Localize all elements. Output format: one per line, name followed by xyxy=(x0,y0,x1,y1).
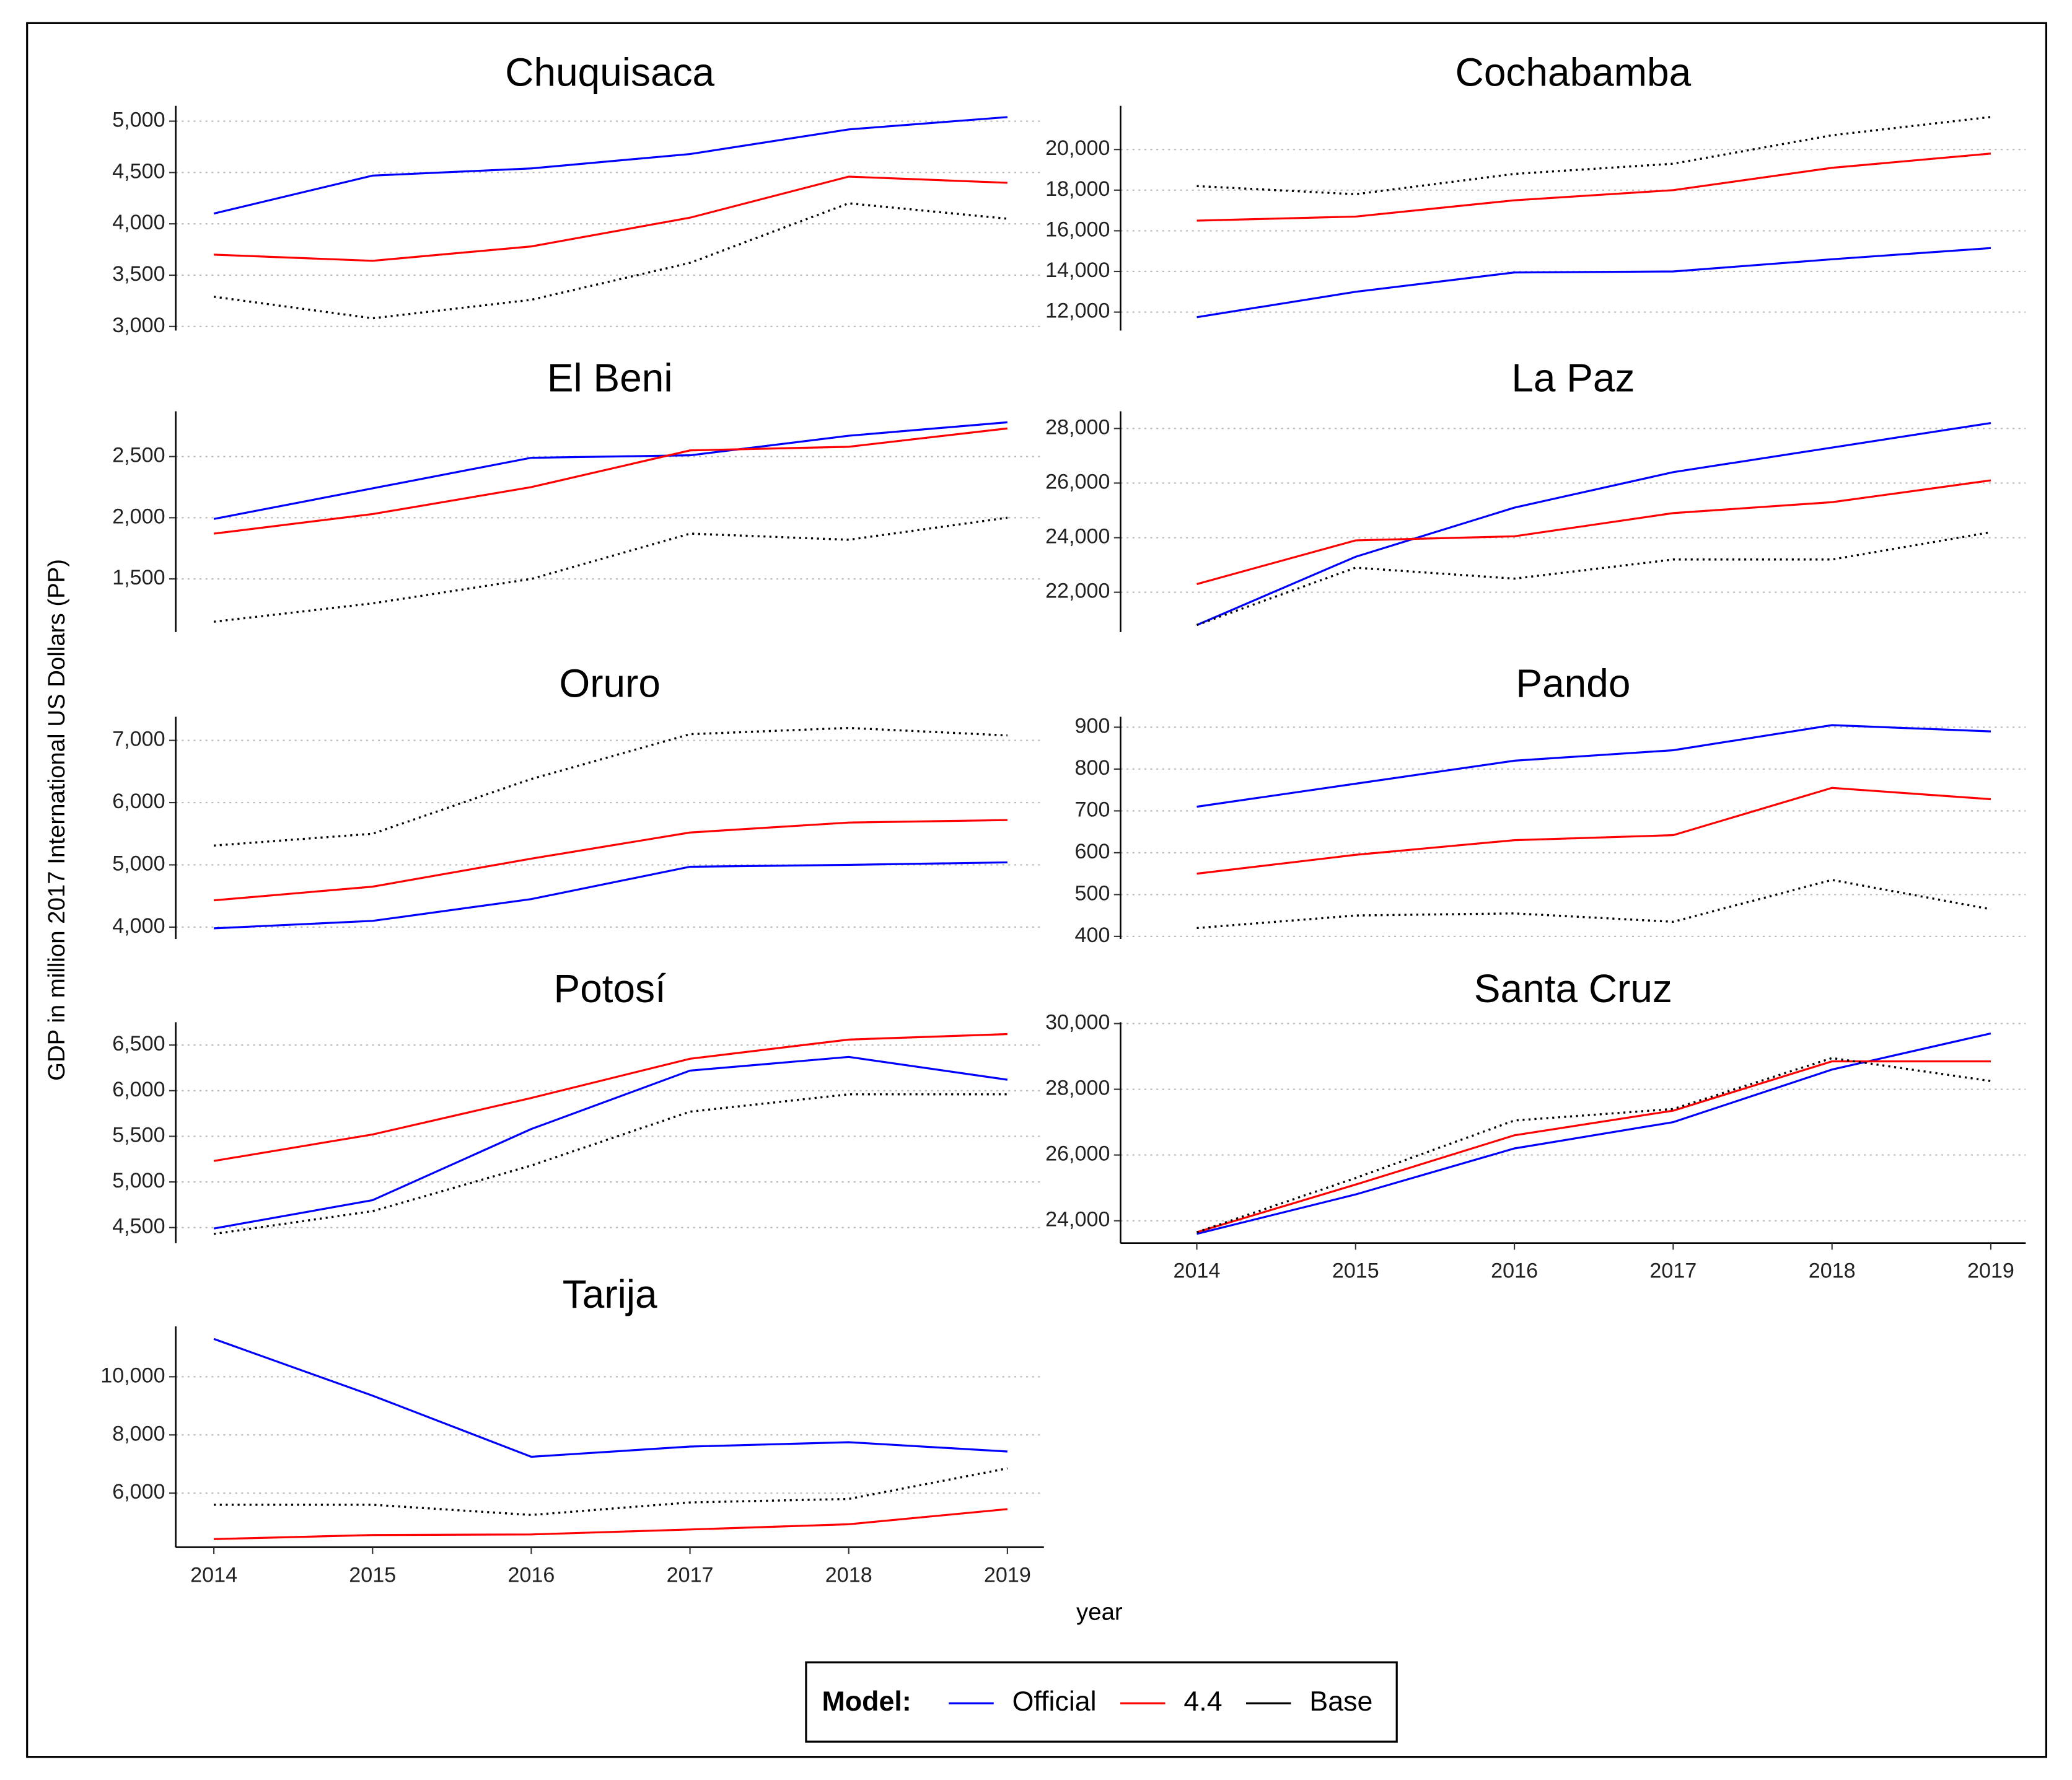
legend-label: 4.4 xyxy=(1183,1686,1222,1717)
y-tick-label: 3,500 xyxy=(112,262,165,286)
y-tick-label: 5,000 xyxy=(112,1169,165,1192)
panel-title: Pando xyxy=(1516,661,1630,705)
series-line xyxy=(214,861,1007,930)
series-line xyxy=(1196,879,1991,930)
series-line xyxy=(213,116,1008,215)
legend-title: Model: xyxy=(822,1686,911,1717)
y-tick-label: 22,000 xyxy=(1045,579,1110,603)
y-tick-label: 6,000 xyxy=(112,790,165,813)
series-line xyxy=(213,819,1007,902)
series-line xyxy=(213,427,1008,535)
series-line xyxy=(213,726,1007,847)
legend-label: Official xyxy=(1012,1686,1097,1717)
series-line xyxy=(1196,1032,1991,1235)
y-tick-label: 4,000 xyxy=(112,914,165,938)
series-line xyxy=(1196,724,1991,808)
series-line xyxy=(213,1055,1008,1230)
y-tick-label: 5,000 xyxy=(112,108,165,132)
panel-title: Oruro xyxy=(559,661,661,705)
x-tick-label: 2019 xyxy=(984,1563,1031,1587)
series-line xyxy=(1196,786,1991,875)
y-tick-label: 28,000 xyxy=(1045,415,1110,439)
series-line xyxy=(1196,531,1991,627)
y-tick-label: 8,000 xyxy=(112,1422,165,1445)
x-tick-label: 2015 xyxy=(1332,1259,1379,1283)
x-tick-label: 2016 xyxy=(507,1563,555,1587)
series-line xyxy=(1196,1057,1991,1233)
y-tick-label: 800 xyxy=(1075,756,1110,780)
series-line xyxy=(214,1508,1008,1540)
y-tick-label: 10,000 xyxy=(100,1364,165,1387)
x-tick-label: 2015 xyxy=(349,1563,396,1587)
y-tick-label: 14,000 xyxy=(1045,258,1110,282)
y-tick-label: 6,500 xyxy=(112,1032,165,1055)
panel-title: Potosí xyxy=(554,966,667,1011)
series-line xyxy=(1196,421,1991,626)
y-tick-label: 28,000 xyxy=(1045,1077,1110,1100)
y-tick-label: 6,000 xyxy=(112,1078,165,1101)
y-tick-label: 24,000 xyxy=(1045,525,1110,549)
y-tick-label: 4,500 xyxy=(112,1215,165,1238)
border xyxy=(26,22,2048,1758)
x-tick-label: 2018 xyxy=(1809,1259,1856,1283)
y-tick-label: 600 xyxy=(1075,840,1110,863)
series-line xyxy=(213,1093,1007,1235)
series-line xyxy=(213,421,1008,520)
series-line xyxy=(1196,247,1991,319)
y-tick-label: 700 xyxy=(1075,798,1110,821)
y-tick-label: 500 xyxy=(1075,881,1110,905)
y-tick-label: 20,000 xyxy=(1045,136,1110,160)
y-tick-label: 6,000 xyxy=(112,1480,165,1504)
x-tick-label: 2019 xyxy=(1967,1259,2014,1283)
panel-title: La Paz xyxy=(1511,355,1635,400)
y-tick-label: 900 xyxy=(1075,714,1110,738)
y-tick-label: 4,000 xyxy=(112,211,165,234)
x-tick-label: 2016 xyxy=(1491,1259,1538,1283)
y-tick-label: 2,500 xyxy=(112,444,165,467)
y-tick-label: 5,500 xyxy=(112,1123,165,1147)
panel-title: Santa Cruz xyxy=(1474,966,1672,1011)
x-axis-label: year xyxy=(1076,1598,1123,1625)
y-tick-label: 26,000 xyxy=(1045,470,1110,493)
legend-label: Base xyxy=(1309,1686,1372,1717)
series-line xyxy=(1196,479,1991,585)
y-tick-label: 16,000 xyxy=(1045,218,1110,241)
panel-title: Cochabamba xyxy=(1455,50,1692,95)
y-tick-label: 5,000 xyxy=(112,852,165,875)
x-tick-label: 2018 xyxy=(825,1563,872,1587)
y-tick-label: 4,500 xyxy=(112,159,165,183)
legend-box xyxy=(805,1661,1398,1743)
series-line xyxy=(214,175,1007,262)
x-tick-label: 2017 xyxy=(1649,1259,1697,1283)
panel-title: El Beni xyxy=(547,355,673,400)
panel-title: Chuquisaca xyxy=(505,50,714,95)
y-tick-label: 1,500 xyxy=(112,566,165,589)
series-line xyxy=(1196,1060,1991,1233)
x-tick-label: 2017 xyxy=(667,1563,714,1587)
y-tick-label: 3,000 xyxy=(112,314,165,337)
y-tick-label: 400 xyxy=(1075,923,1110,947)
y-tick-label: 7,000 xyxy=(112,728,165,751)
y-axis-label: GDP in million 2017 International US Dol… xyxy=(43,559,70,1081)
series-line xyxy=(213,1337,1007,1458)
x-tick-label: 2014 xyxy=(1174,1259,1221,1283)
y-tick-label: 2,000 xyxy=(112,504,165,528)
series-line xyxy=(213,202,1008,320)
series-line xyxy=(1196,152,1991,222)
x-tick-label: 2014 xyxy=(190,1563,237,1587)
y-tick-label: 30,000 xyxy=(1045,1011,1110,1034)
y-tick-label: 18,000 xyxy=(1045,177,1110,201)
y-tick-label: 12,000 xyxy=(1045,299,1110,323)
series-line xyxy=(213,1033,1007,1162)
y-tick-label: 24,000 xyxy=(1045,1208,1110,1231)
panel-title: Tarija xyxy=(563,1272,657,1316)
series-line xyxy=(1196,116,1991,196)
y-tick-label: 26,000 xyxy=(1045,1142,1110,1166)
series-line xyxy=(214,1467,1008,1517)
